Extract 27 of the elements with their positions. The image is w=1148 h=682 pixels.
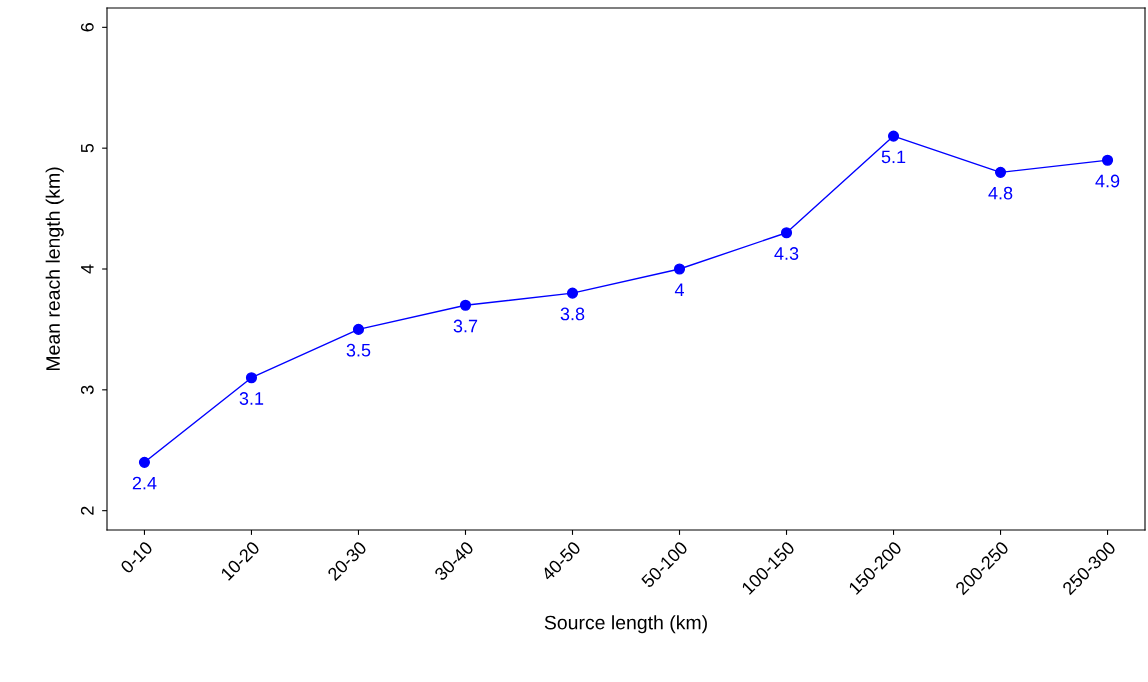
point [887, 130, 900, 142]
data-label: 4 [674, 283, 684, 296]
data-label: 2.4 [132, 476, 157, 490]
y-tick-label: 5 [81, 143, 94, 153]
point [138, 456, 151, 468]
point [566, 287, 579, 299]
x-axis-title: Source length (km) [544, 615, 707, 634]
point [1101, 154, 1114, 166]
data-label: 4.9 [1095, 174, 1120, 188]
point [673, 263, 686, 275]
data-label: 3.8 [560, 307, 585, 321]
point [352, 323, 365, 335]
point [780, 227, 793, 239]
y-axis-title: Mean reach length (km) [45, 167, 64, 371]
point [459, 299, 472, 311]
data-label: 3.1 [239, 392, 264, 405]
point [994, 166, 1007, 178]
y-tick-label: 3 [80, 385, 94, 395]
data-label: 4.3 [774, 247, 799, 260]
y-tick-label: 2 [80, 506, 94, 515]
point [245, 372, 258, 384]
y-tick-label: 4 [81, 264, 94, 274]
y-tick-label: 6 [80, 23, 94, 32]
data-label: 5.1 [881, 150, 906, 164]
data-label: 3.5 [346, 343, 371, 357]
data-label: 4.8 [988, 186, 1013, 200]
data-label: 3.7 [453, 319, 478, 333]
